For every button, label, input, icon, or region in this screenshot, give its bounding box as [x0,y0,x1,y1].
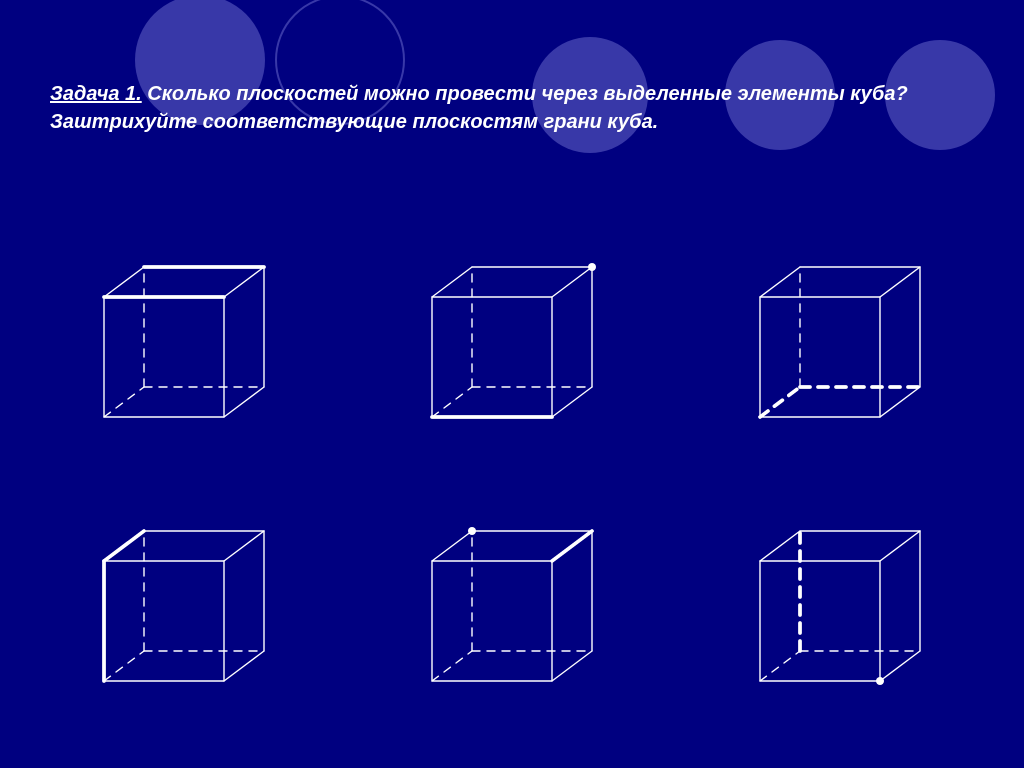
task-line2: Заштрихуйте соответствующие плоскостям г… [50,108,974,136]
cube-3 [696,220,984,464]
task-text: Задача 1. Сколько плоскостей можно прове… [50,80,974,136]
cube-6 [696,484,984,728]
cube-1 [40,220,328,464]
cubes-grid [40,220,984,728]
cube-4 [40,484,328,728]
task-label: Задача 1. [50,83,142,105]
cube-2 [368,220,656,464]
cube-5 [368,484,656,728]
task-line1: Сколько плоскостей можно провести через … [142,83,908,105]
